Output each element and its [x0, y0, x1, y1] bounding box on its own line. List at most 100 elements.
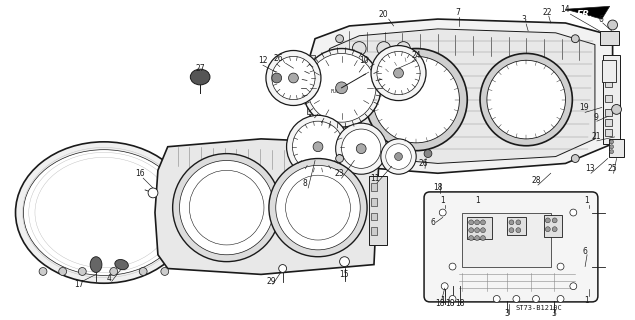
Circle shape — [377, 52, 420, 95]
Polygon shape — [155, 139, 379, 275]
Ellipse shape — [365, 49, 467, 151]
Text: 21: 21 — [591, 132, 601, 141]
Circle shape — [612, 105, 622, 114]
Circle shape — [58, 268, 67, 276]
Circle shape — [342, 129, 381, 168]
Circle shape — [377, 42, 391, 55]
Circle shape — [481, 228, 485, 233]
Text: 20: 20 — [379, 10, 389, 19]
Circle shape — [396, 42, 410, 55]
Polygon shape — [566, 6, 610, 19]
Ellipse shape — [15, 142, 192, 283]
Circle shape — [439, 209, 446, 216]
Text: 1: 1 — [475, 196, 479, 205]
Bar — [544, 215, 561, 237]
Bar — [612, 129, 620, 139]
Bar — [371, 183, 377, 191]
Text: 3: 3 — [522, 15, 526, 24]
Circle shape — [552, 218, 557, 223]
Ellipse shape — [115, 260, 128, 270]
Circle shape — [469, 220, 474, 225]
Text: 3: 3 — [551, 309, 556, 318]
Circle shape — [286, 115, 349, 178]
Ellipse shape — [190, 69, 210, 85]
Circle shape — [509, 228, 514, 233]
Circle shape — [336, 35, 344, 43]
Bar — [602, 60, 615, 82]
Circle shape — [545, 218, 551, 223]
Bar — [307, 105, 315, 114]
Circle shape — [572, 155, 579, 163]
Bar — [605, 129, 612, 136]
Circle shape — [385, 144, 411, 169]
Bar — [605, 119, 612, 126]
Circle shape — [449, 263, 456, 270]
Text: FR.: FR. — [577, 10, 593, 19]
Circle shape — [336, 155, 344, 163]
Bar — [605, 95, 612, 101]
Text: 16: 16 — [135, 169, 145, 178]
Circle shape — [394, 68, 403, 78]
Ellipse shape — [286, 175, 351, 240]
Circle shape — [139, 268, 147, 276]
Text: 11: 11 — [370, 174, 380, 183]
Ellipse shape — [173, 154, 281, 262]
Text: 8: 8 — [303, 179, 307, 188]
Text: FUEL: FUEL — [331, 89, 343, 94]
Circle shape — [608, 20, 617, 30]
Circle shape — [288, 73, 298, 83]
Circle shape — [352, 42, 366, 55]
Bar — [612, 105, 620, 114]
Bar — [603, 55, 620, 144]
Ellipse shape — [276, 165, 360, 250]
Bar — [307, 129, 315, 139]
Text: 1: 1 — [585, 296, 589, 305]
Circle shape — [307, 53, 376, 122]
Text: 4: 4 — [107, 274, 111, 283]
Text: 18: 18 — [433, 183, 443, 193]
Circle shape — [481, 236, 485, 241]
Ellipse shape — [90, 257, 102, 272]
Circle shape — [509, 220, 514, 225]
Bar — [605, 109, 612, 116]
Bar — [605, 80, 612, 87]
Bar — [369, 176, 387, 245]
Text: 26: 26 — [274, 54, 283, 63]
Circle shape — [469, 228, 474, 233]
Text: 26: 26 — [418, 159, 428, 168]
Text: 3: 3 — [504, 309, 509, 318]
Circle shape — [516, 228, 521, 233]
Circle shape — [148, 188, 158, 198]
Circle shape — [394, 153, 403, 161]
Circle shape — [424, 150, 432, 157]
Bar — [605, 65, 612, 72]
Text: ST73-B1210C: ST73-B1210C — [516, 305, 563, 311]
Circle shape — [572, 35, 579, 43]
Text: 27: 27 — [196, 64, 205, 73]
Circle shape — [110, 268, 117, 276]
Circle shape — [441, 283, 448, 290]
Bar — [467, 218, 492, 239]
Bar — [307, 80, 315, 90]
Bar — [612, 55, 620, 65]
Circle shape — [513, 295, 520, 302]
Text: 15: 15 — [340, 270, 349, 279]
Ellipse shape — [23, 150, 184, 276]
Circle shape — [78, 268, 86, 276]
Text: 18: 18 — [456, 300, 465, 308]
Circle shape — [474, 236, 479, 241]
Text: 6: 6 — [598, 15, 603, 24]
Text: 19: 19 — [579, 103, 589, 112]
Circle shape — [356, 144, 366, 154]
Bar — [612, 80, 620, 90]
Ellipse shape — [480, 53, 572, 146]
Circle shape — [266, 51, 321, 106]
Circle shape — [493, 295, 500, 302]
Text: 18: 18 — [435, 300, 444, 308]
Ellipse shape — [487, 60, 566, 139]
Ellipse shape — [180, 161, 274, 255]
Text: 1: 1 — [585, 196, 589, 205]
Circle shape — [336, 123, 387, 174]
Polygon shape — [310, 19, 613, 173]
Circle shape — [371, 45, 426, 100]
